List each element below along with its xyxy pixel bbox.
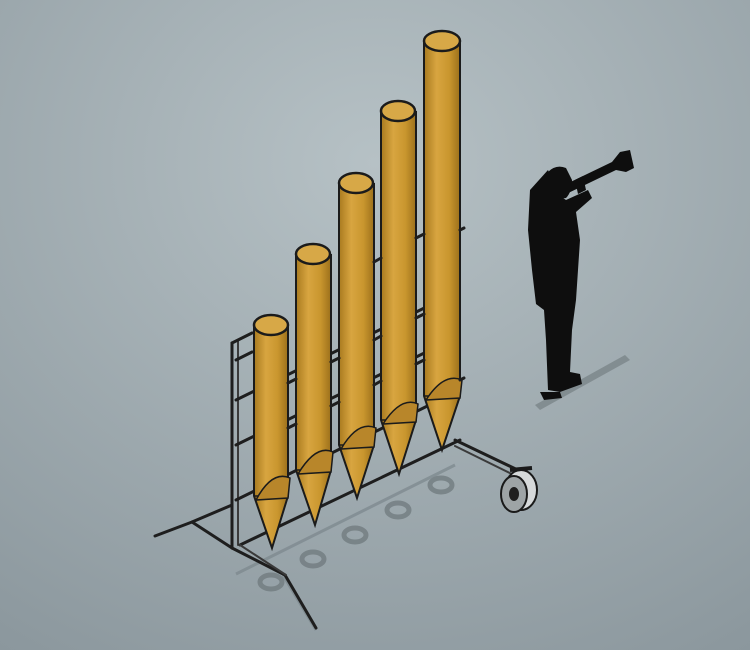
tube-1-mouth xyxy=(252,313,290,337)
tube-3-mouth xyxy=(337,171,375,195)
ring-shadow-1 xyxy=(257,572,285,592)
trumpet-player-silhouette xyxy=(528,150,634,400)
ring-shadow-2 xyxy=(299,549,327,569)
tube-4 xyxy=(379,99,419,478)
ring-shadows xyxy=(257,475,455,592)
frame xyxy=(153,291,524,630)
tube-4-mouth xyxy=(379,99,417,123)
wheel xyxy=(500,466,538,513)
body xyxy=(528,170,592,392)
tube-3 xyxy=(337,171,377,502)
tube-2-body xyxy=(295,254,332,529)
tube-5 xyxy=(422,29,463,454)
ring-shadow-3 xyxy=(341,525,369,545)
tube-1 xyxy=(252,313,291,552)
tube-5-mouth xyxy=(422,29,462,53)
rail-stubs xyxy=(286,226,466,430)
tube-2-mouth xyxy=(294,242,332,266)
tube-3-body xyxy=(338,183,375,502)
ring-shadow-5 xyxy=(427,475,455,495)
ring-shadow-4 xyxy=(384,500,412,520)
tube-2 xyxy=(294,242,334,529)
